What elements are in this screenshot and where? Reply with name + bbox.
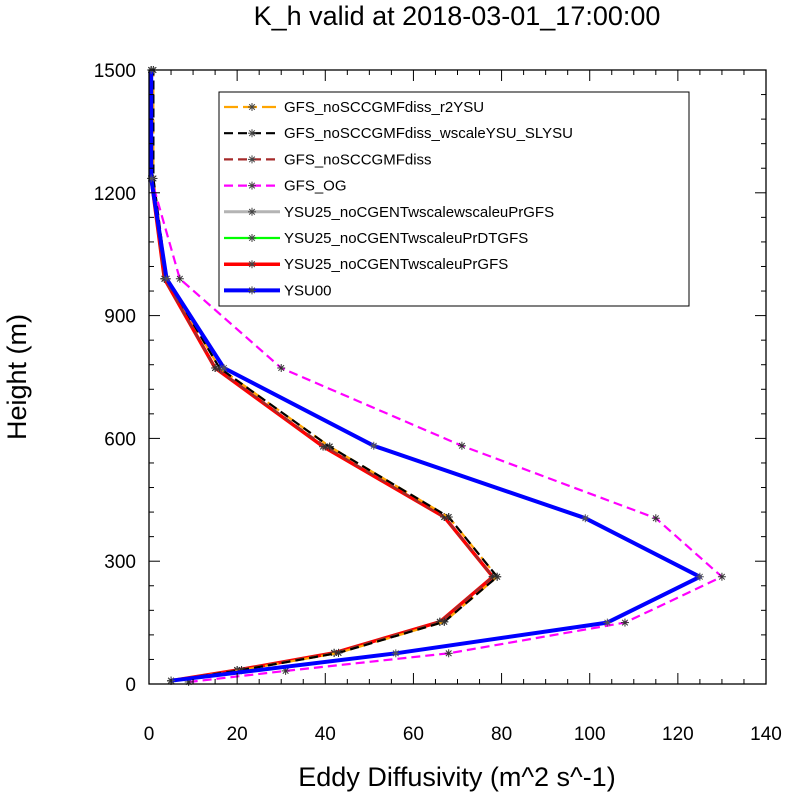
data-point-ysu00-5	[369, 441, 378, 450]
legend-item-gfs-og: GFS_OG	[224, 178, 347, 195]
legend-label: YSU25_noCGENTwscaleuPrDTGFS	[284, 230, 528, 247]
legend-item-gfs-nosccgmfdiss-wscaleysu-slysu: GFS_noSCCGMFdiss_wscaleYSU_SLYSU	[224, 125, 573, 142]
x-tick-label: 40	[315, 724, 336, 745]
legend-label: GFS_noSCCGMFdiss_wscaleYSU_SLYSU	[284, 125, 573, 142]
axis-ticks	[148, 69, 767, 685]
x-tick-label: 60	[403, 724, 424, 745]
legend-item-ysu00: YSU00	[224, 282, 332, 299]
y-tick-label: 900	[104, 307, 136, 328]
data-point-gfs-og-1	[281, 666, 290, 675]
legend-box	[218, 91, 690, 307]
data-point-gfs-nosccgmfdiss-wscaleysu-slysu-2	[334, 648, 343, 657]
x-tick-labels: 0 20 40 60 80 100 120 140	[144, 724, 782, 745]
legend-label: YSU25_noCGENTwscaleuPrGFS	[284, 256, 508, 273]
legend-item-gfs-nosccgmfdiss-r2ysu: GFS_noSCCGMFdiss_r2YSU	[224, 99, 484, 116]
legend-marker	[248, 260, 256, 269]
data-point-gfs-nosccgmfdiss-wscaleysu-slysu-3	[440, 617, 449, 626]
data-point-gfs-og-3	[620, 618, 629, 627]
series-line-ysu00	[149, 70, 702, 683]
data-point-gfs-og-8	[175, 274, 184, 283]
x-axis-label: Eddy Diffusivity (m^2 s^-1)	[298, 762, 615, 792]
legend-marker	[248, 181, 256, 190]
x-tick-label: 120	[662, 724, 694, 745]
legend-marker	[248, 103, 256, 111]
x-tick-label: 20	[227, 724, 248, 745]
y-tick-labels: 0 300 600 900 1200 1500	[94, 61, 136, 696]
chart-title: K_h valid at 2018-03-01_17:00:00	[254, 1, 661, 31]
data-point-gfs-og-5	[651, 514, 660, 523]
legend-marker	[248, 129, 256, 138]
data-point-gfs-og-6	[457, 441, 466, 450]
x-tick-label: 0	[144, 724, 155, 745]
legend-label: YSU00	[284, 282, 332, 299]
legend-marker	[248, 155, 256, 164]
data-point-ysu00-7	[162, 274, 171, 283]
data-point-gfs-og-7	[277, 363, 286, 372]
x-tick-label: 140	[750, 724, 782, 745]
y-tick-label: 1500	[94, 61, 136, 82]
legend-item-ysu25-nocgentwscaleuprdtgfs: YSU25_noCGENTwscaleuPrDTGFS	[224, 230, 528, 247]
legend-label: GFS_OG	[284, 178, 347, 195]
data-point-ysu00-2	[603, 618, 612, 627]
legend-item-gfs-nosccgmfdiss: GFS_noSCCGMFdiss	[224, 151, 432, 168]
legend-item-ysu25-nocgentwscalewscaleuprgfs: YSU25_noCGENTwscalewscaleuPrGFS	[224, 204, 554, 221]
y-tick-label: 0	[125, 675, 136, 696]
data-point-gfs-nosccgmfdiss-wscaleysu-slysu-5	[444, 512, 453, 521]
y-tick-label: 600	[104, 429, 136, 450]
legend-label: GFS_noSCCGMFdiss	[284, 151, 432, 168]
legend-marker	[248, 234, 256, 242]
legend-marker	[248, 207, 256, 216]
legend-item-ysu25-nocgentwscaleuprgfs: YSU25_noCGENTwscaleuPrGFS	[224, 256, 508, 273]
legend-label: YSU25_noCGENTwscalewscaleuPrGFS	[284, 204, 554, 221]
data-point-ysu00-3	[695, 572, 704, 581]
legend: GFS_noSCCGMFdiss_r2YSU GFS_noSCCGMFdiss_w…	[218, 91, 690, 307]
y-axis-label: Height (m)	[2, 314, 32, 440]
y-tick-label: 300	[104, 552, 136, 573]
legend-label: GFS_noSCCGMFdiss_r2YSU	[284, 99, 484, 116]
data-point-gfs-og-2	[444, 649, 453, 658]
data-point-ysu00-4	[581, 514, 590, 523]
data-point-ysu00-1	[391, 649, 400, 658]
data-point-gfs-nosccgmfdiss-wscaleysu-slysu-4	[493, 572, 502, 581]
data-point-gfs-og-4	[717, 572, 726, 581]
x-tick-label: 100	[574, 724, 606, 745]
data-point-ysu00-6	[219, 363, 228, 372]
data-point-gfs-nosccgmfdiss-wscaleysu-slysu-6	[325, 442, 334, 451]
x-tick-label: 80	[491, 724, 512, 745]
legend-marker	[248, 286, 256, 295]
y-tick-label: 1200	[94, 184, 136, 205]
